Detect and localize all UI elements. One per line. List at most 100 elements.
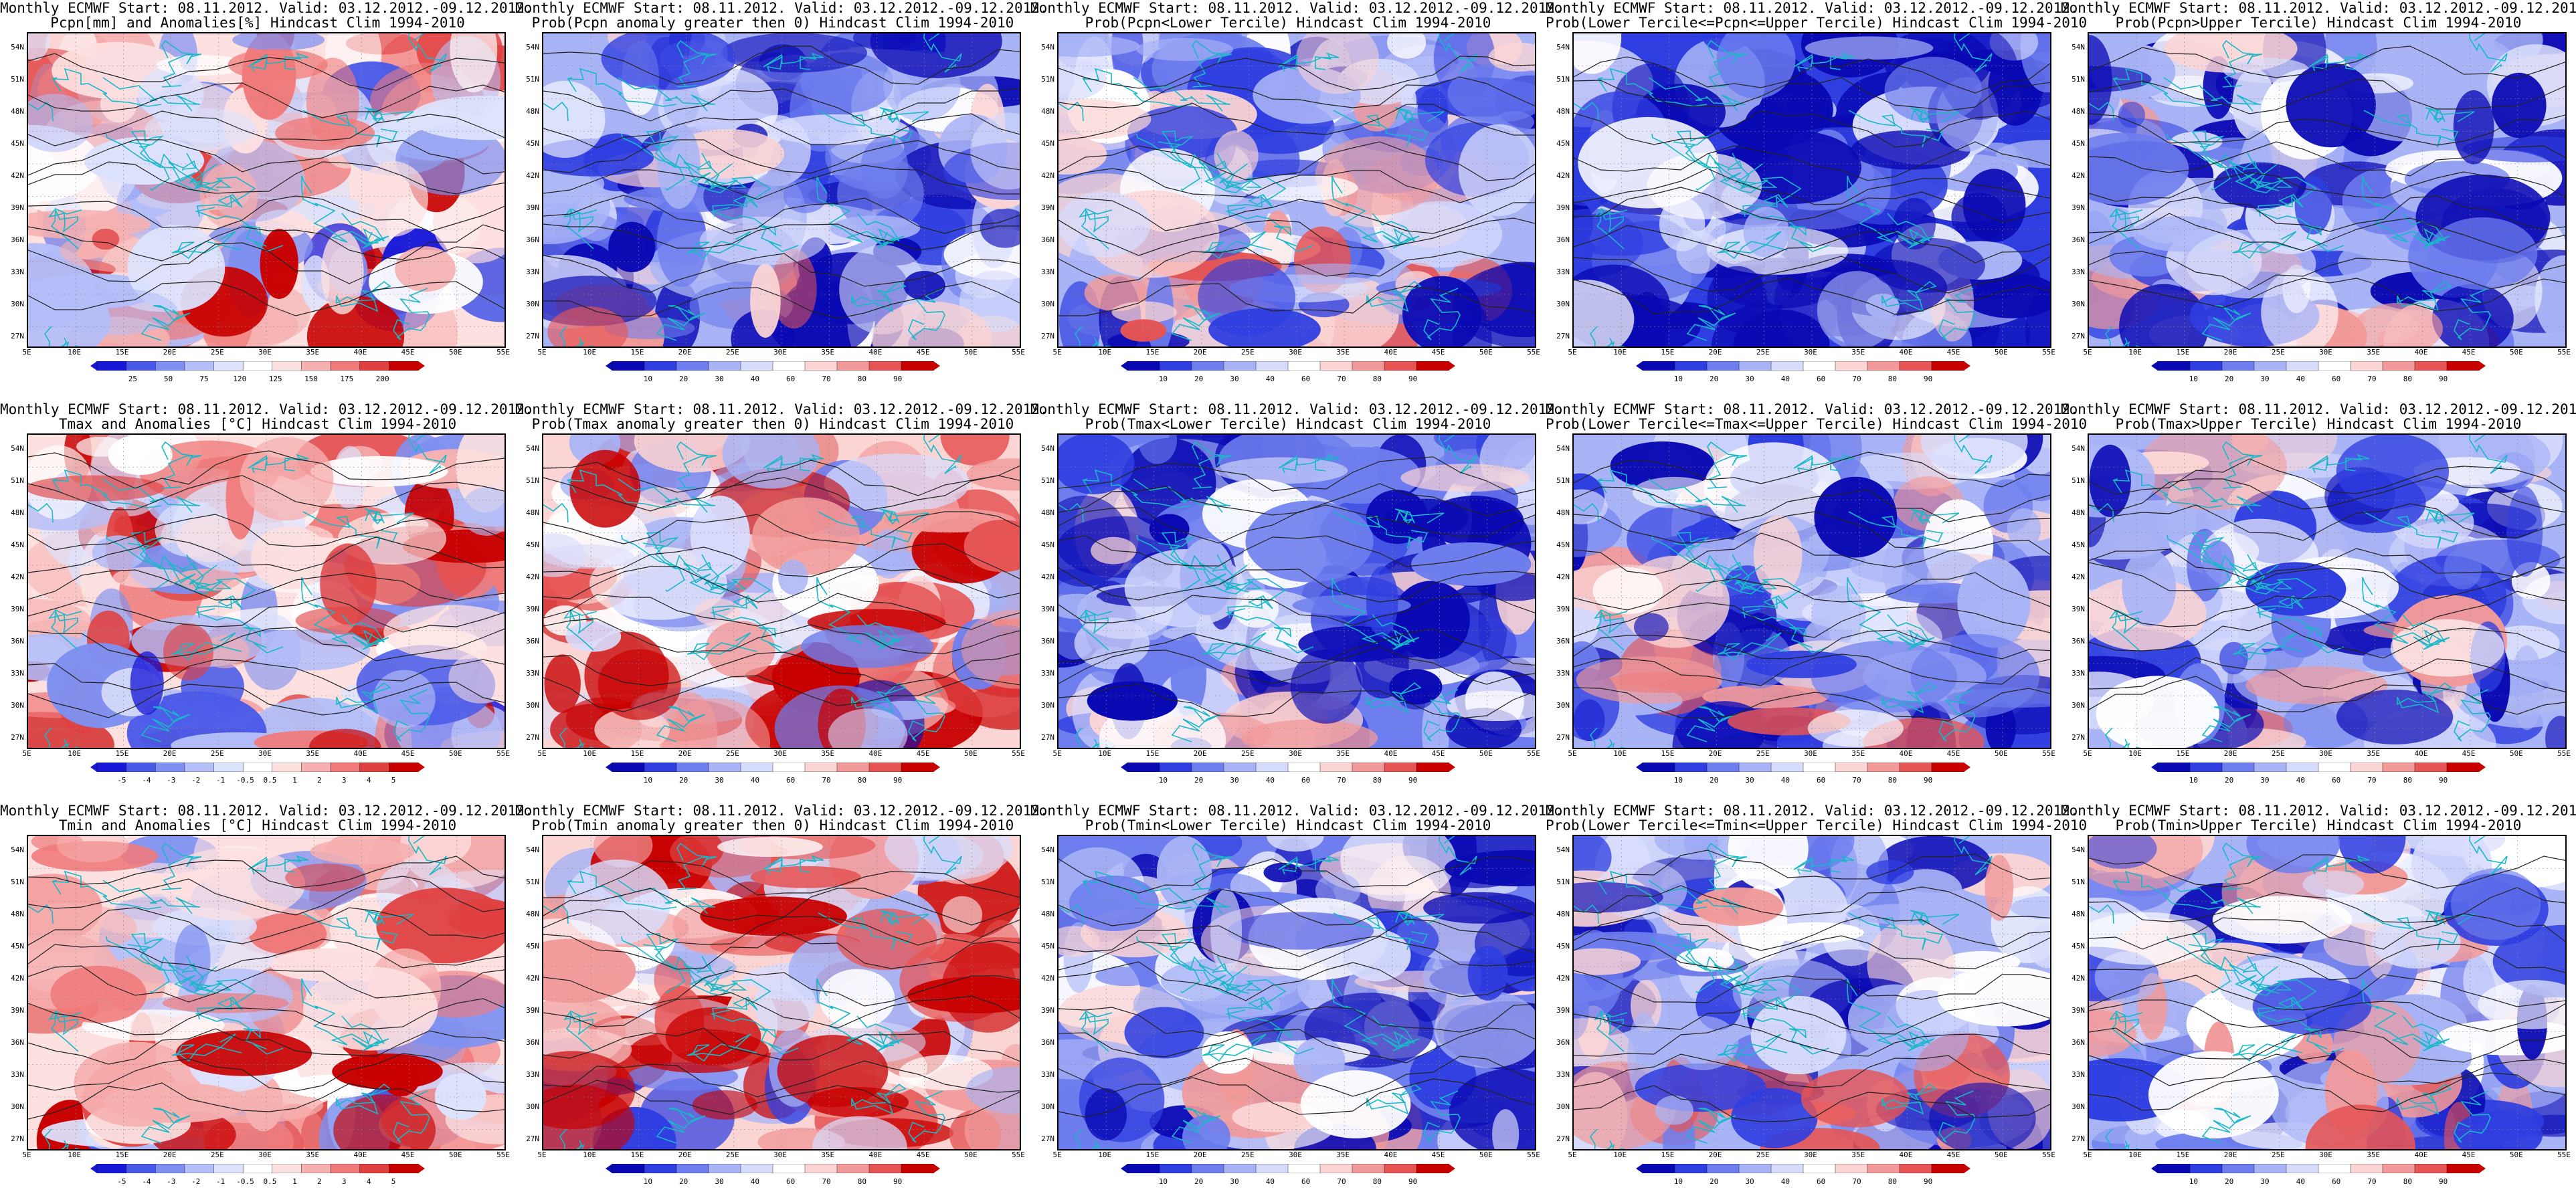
x-tick-label: 45E: [1431, 1150, 1445, 1159]
x-tick-label: 20E: [1708, 749, 1722, 758]
colorbar-label: 30: [1230, 375, 1239, 383]
graticule: [2089, 435, 2565, 748]
colorbar-label: 60: [2332, 1177, 2341, 1186]
colorbar-label: 40: [750, 375, 759, 383]
y-tick-label: 30N: [1041, 300, 1054, 308]
x-tick-label: 45E: [1431, 348, 1445, 357]
x-tick-label: 55E: [2557, 749, 2571, 758]
colorbar-label: 90: [1924, 375, 1933, 383]
x-tick-label: 15E: [115, 348, 129, 357]
coastlines: [2089, 836, 2508, 1149]
y-tick-label: 36N: [2072, 637, 2085, 645]
y-tick-label: 42N: [1556, 974, 1570, 983]
colorbar-label: 90: [1924, 1177, 1933, 1186]
graticule: [1574, 836, 2050, 1149]
colorbar-label: 80: [857, 375, 866, 383]
x-tick-label: 45E: [401, 348, 415, 357]
x-tick-label: 20E: [1708, 1150, 1722, 1159]
x-tick-label: 30E: [258, 1150, 272, 1159]
map-panel-r1c3: Monthly ECMWF Start: 08.11.2012. Valid: …: [1030, 0, 1564, 401]
x-tick-label: 10E: [2128, 348, 2142, 357]
contours: [2089, 458, 2565, 715]
colorbar-label: 30: [715, 776, 724, 785]
x-tick-label: 50E: [963, 749, 978, 758]
x-tick-label: 40E: [1899, 1150, 1913, 1159]
colorbar-label: 30: [1230, 1177, 1239, 1186]
panel-title-line2: Prob(Tmin>Upper Tercile) Hindcast Clim 1…: [2115, 817, 2522, 833]
map-plot: [542, 32, 1021, 348]
colorbar-label: 20: [1194, 776, 1204, 785]
x-tick-label: 25E: [725, 348, 739, 357]
y-tick-label: 42N: [1041, 573, 1054, 581]
contours: [1574, 849, 2050, 1122]
colorbar-label: 80: [2403, 1177, 2412, 1186]
colorbar-label: 10: [1158, 776, 1168, 785]
colorbar-label: 40: [750, 776, 759, 785]
map-panel-r3c5: Monthly ECMWF Start: 08.11.2012. Valid: …: [2061, 803, 2576, 1204]
contours: [1059, 456, 1535, 719]
y-tick-label: 36N: [1041, 235, 1054, 244]
x-tick-label: 40E: [353, 749, 367, 758]
panel-title-line1: Monthly ECMWF Start: 08.11.2012. Valid: …: [0, 0, 533, 16]
colorbar: [1636, 361, 1970, 371]
map-panel-r2c4: Monthly ECMWF Start: 08.11.2012. Valid: …: [1546, 401, 2088, 803]
y-tick-label: 48N: [1556, 508, 1570, 517]
x-tick-label: 30E: [2319, 749, 2332, 758]
x-tick-label: 45E: [1946, 1150, 1960, 1159]
y-tick-label: 33N: [2072, 268, 2085, 276]
y-tick-label: 48N: [526, 910, 539, 918]
y-tick-label: 48N: [1041, 910, 1054, 918]
y-tick-label: 33N: [11, 1070, 24, 1079]
colorbar-label: -1: [215, 776, 225, 785]
panel-title-line2: Prob(Lower Tercile<=Tmax<=Upper Tercile)…: [1546, 416, 2088, 432]
colorbar-label: 10: [1158, 1177, 1168, 1186]
x-tick-label: 15E: [115, 749, 129, 758]
contours: [28, 53, 504, 316]
x-tick-label: 35E: [2367, 1150, 2381, 1159]
colorbar-label: 30: [715, 375, 724, 383]
colorbar: [1121, 361, 1455, 371]
y-tick-label: 33N: [1556, 1070, 1570, 1079]
x-tick-label: 50E: [2509, 749, 2523, 758]
x-tick-label: 15E: [2176, 749, 2190, 758]
colorbar-label: 20: [1194, 1177, 1204, 1186]
colorbar-label: -4: [142, 1177, 151, 1186]
y-tick-label: 54N: [526, 43, 539, 52]
map-plot: [27, 433, 506, 749]
colorbar-label: 10: [2189, 375, 2198, 383]
contours: [1574, 452, 2050, 722]
coastlines: [1574, 435, 1993, 748]
colorbar-label: -3: [167, 1177, 176, 1186]
panel-title-line1: Monthly ECMWF Start: 08.11.2012. Valid: …: [2061, 0, 2576, 16]
x-tick-label: 20E: [1708, 348, 1722, 357]
y-tick-label: 39N: [11, 605, 24, 613]
colorbar: [606, 361, 940, 371]
colorbar-label: 60: [2332, 375, 2341, 383]
x-tick-label: 35E: [1336, 1150, 1350, 1159]
x-tick-label: 15E: [1661, 1150, 1675, 1159]
y-tick-label: 48N: [2072, 508, 2085, 517]
x-tick-label: 45E: [401, 1150, 415, 1159]
coastlines: [543, 33, 962, 346]
map-panel-r2c3: Monthly ECMWF Start: 08.11.2012. Valid: …: [1030, 401, 1564, 803]
colorbar-label: 200: [375, 375, 389, 383]
panel-title-line2: Prob(Tmax anomaly greater then 0) Hindca…: [531, 416, 1014, 432]
x-tick-label: 40E: [868, 1150, 883, 1159]
colorbar-label: 60: [786, 375, 796, 383]
x-tick-label: 5E: [2083, 749, 2092, 758]
map-panel-r1c5: Monthly ECMWF Start: 08.11.2012. Valid: …: [2061, 0, 2576, 401]
colorbar-label: 40: [1265, 1177, 1275, 1186]
y-tick-label: 30N: [11, 701, 24, 710]
anomaly-field: [543, 33, 1020, 346]
y-tick-label: 36N: [2072, 235, 2085, 244]
x-tick-label: 5E: [22, 1150, 31, 1159]
colorbar-label: 70: [822, 375, 831, 383]
y-tick-label: 42N: [526, 171, 539, 180]
graticule: [2089, 33, 2565, 346]
x-tick-label: 10E: [1613, 1150, 1627, 1159]
y-tick-label: 54N: [1041, 845, 1054, 854]
y-tick-label: 30N: [2072, 701, 2085, 710]
colorbar-label: 60: [1817, 1177, 1826, 1186]
y-tick-label: 39N: [1041, 605, 1054, 613]
graticule: [1059, 33, 1535, 346]
